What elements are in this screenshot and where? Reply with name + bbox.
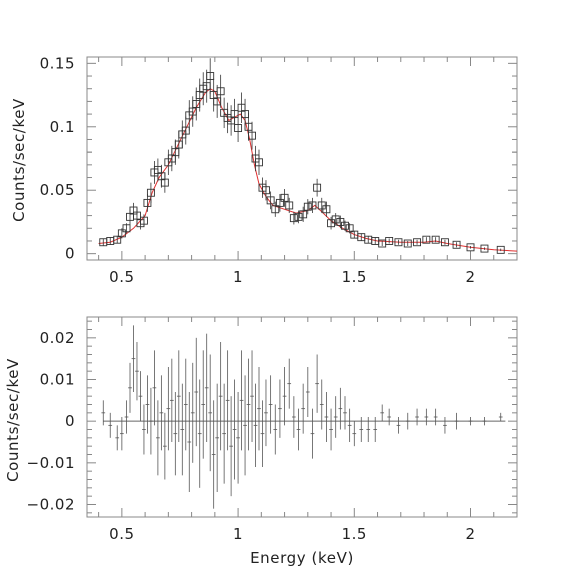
spectrum-plot-frame [86,56,518,261]
spectrum-y-tick-label: 0 [65,245,75,263]
data-point [341,221,349,230]
spectrum-y-tick-label: 0.05 [40,181,75,199]
data-point [322,205,331,214]
residuals-y-tick-label: −0.01 [27,454,75,472]
data-point [266,196,275,205]
data-point [452,240,461,249]
data-point [299,210,308,219]
spectrum-panel: 0.5 1 1.5 2 0 0.05 0.1 0.15 Counts/sec/keV [10,54,518,286]
data-point [285,201,294,210]
data-point [122,224,131,233]
data-point [139,216,148,225]
x-axis-title: Energy (keV) [250,549,354,567]
residuals-panel: 0.5 1 1.5 2 0.02 0.01 0 −0.01 −0.02 Counts/sec/k… [4,316,518,567]
data-point [117,229,126,238]
residuals-axes: 0.5 1 1.5 2 0.02 0.01 0 −0.01 −0.02 [27,317,518,543]
spectrum-x-tick-label: 0.5 [109,268,134,286]
spectrum-y-tick-label: 0.1 [50,118,75,136]
data-point [271,205,280,214]
data-points-group [99,58,505,254]
data-point [496,245,505,254]
residuals-y-tick-label: 0.02 [40,329,75,347]
data-point [206,72,215,80]
data-point [308,201,317,210]
data-point [440,238,449,247]
residuals-x-tick-label: 1 [233,525,243,543]
data-point [146,188,155,197]
data-point [413,238,422,247]
spectrum-x-tick-label: 1.5 [342,268,367,286]
residuals-y-tick-label: 0.01 [40,371,75,389]
data-point [294,212,303,221]
data-point [345,224,354,233]
data-point [394,238,403,247]
data-point [248,131,256,140]
data-point [113,235,122,244]
spectrum-y-axis-title: Counts/sec/keV [10,98,28,222]
spectrum-axes: 0.5 1 1.5 2 0 0.05 0.1 0.15 [40,54,518,286]
data-point [234,124,243,133]
data-point [216,87,225,96]
spectrum-x-tick-label: 1 [233,268,243,286]
data-point [275,198,284,207]
data-point [133,211,141,220]
residual-points-group [101,325,503,509]
spectrum-x-tick-label: 2 [465,268,475,286]
data-point [303,202,312,211]
data-point [255,158,263,167]
data-point [313,183,322,192]
data-point [422,235,431,244]
data-point [331,215,340,224]
residuals-x-tick-label: 1.5 [342,525,367,543]
data-point [466,243,475,252]
data-point [280,193,289,202]
residuals-x-tick-label: 0.5 [109,525,134,543]
residuals-plot-frame [86,316,518,518]
data-point [403,239,412,248]
data-point [480,244,489,253]
data-point [431,235,440,244]
residuals-y-axis-title: Counts/sec/keV [4,358,22,482]
data-point [262,186,270,195]
residuals-y-tick-label: 0 [65,412,75,430]
data-point [289,214,298,223]
data-point [160,178,169,187]
residuals-y-tick-label: −0.02 [27,496,75,514]
data-point [385,237,394,245]
residuals-x-tick-label: 2 [465,525,475,543]
spectrum-y-tick-label: 0.15 [40,54,75,72]
